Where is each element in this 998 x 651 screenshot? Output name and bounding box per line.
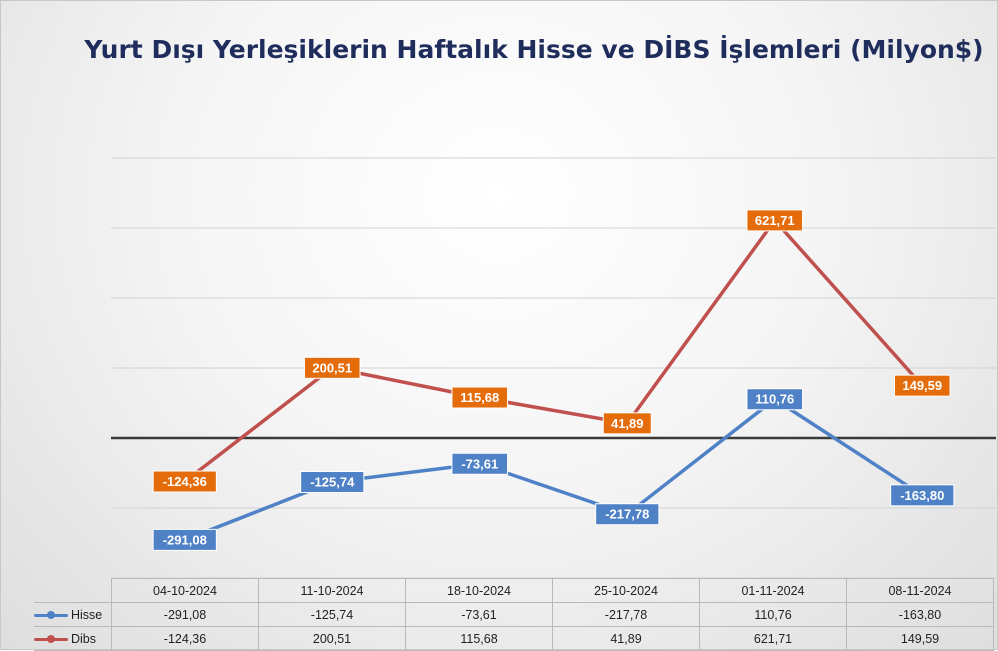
legend-entry-dibs: Dibs [34, 626, 112, 651]
data-label-box [595, 503, 660, 526]
chart-title: Yurt Dışı Yerleşiklerin Haftalık Hisse v… [84, 35, 984, 64]
table-cell: 621,71 [699, 626, 847, 651]
data-label-hisse: -73,61 [451, 452, 509, 475]
data-label-text: -125,74 [310, 475, 355, 490]
data-label-dibs: 149,59 [893, 374, 951, 397]
data-label-text: 149,59 [902, 378, 942, 393]
data-label-hisse: -125,74 [300, 471, 365, 494]
table-cell: -73,61 [405, 602, 553, 627]
legend-entry-hisse: Hisse [34, 602, 112, 627]
legend-key-hisse [34, 610, 68, 620]
category-label: 25-10-2024 [552, 578, 700, 603]
legend-label: Hisse [71, 607, 103, 622]
data-label-text: 41,89 [611, 416, 644, 431]
category-label: 04-10-2024 [111, 578, 259, 603]
data-label-box [303, 356, 361, 379]
data-label-hisse: 110,76 [746, 388, 804, 411]
data-label-text: -217,78 [605, 507, 649, 522]
data-label-box [602, 412, 652, 435]
data-label-text: 115,68 [460, 390, 499, 405]
data-label-text: 110,76 [755, 392, 794, 407]
data-table: 04-10-2024 11-10-2024 18-10-2024 25-10-2… [34, 578, 994, 651]
data-label-dibs: 200,51 [303, 356, 361, 379]
data-table-header-row: 04-10-2024 11-10-2024 18-10-2024 25-10-2… [34, 578, 994, 603]
series-line-hisse [184, 397, 924, 542]
category-label: 18-10-2024 [405, 578, 553, 603]
table-cell: -217,78 [552, 602, 700, 627]
data-label-box [746, 209, 804, 232]
data-label-box [451, 386, 509, 409]
legend-label: Dibs [71, 631, 97, 646]
data-label-box [893, 374, 951, 397]
data-label-dibs: 621,71 [746, 209, 804, 232]
table-cell: 41,89 [552, 626, 700, 651]
data-table-row-hisse: Hisse -291,08 -125,74 -73,61 -217,78 110… [34, 602, 994, 627]
category-label: 01-11-2024 [699, 578, 847, 603]
data-label-text: 200,51 [312, 360, 352, 375]
table-cell: -124,36 [111, 626, 259, 651]
data-label-box [451, 452, 509, 475]
series-layer [176, 212, 931, 548]
data-label-dibs: -124,36 [152, 470, 217, 493]
data-label-text: -163,80 [900, 488, 944, 503]
data-table-row-dibs: Dibs -124,36 200,51 115,68 41,89 621,71 … [34, 626, 994, 651]
legend-key-dibs [34, 634, 68, 644]
data-labels: -291,08 -125,74 -73,61 -217,78 110,76 -163,80… [152, 209, 955, 551]
data-label-dibs: 115,68 [451, 386, 509, 409]
data-label-text: -124,36 [163, 474, 207, 489]
data-table-corner [34, 578, 112, 603]
data-label-dibs: 41,89 [602, 412, 652, 435]
data-label-box [890, 484, 955, 507]
table-cell: 200,51 [258, 626, 406, 651]
data-label-text: -73,61 [461, 456, 498, 471]
category-label: 08-11-2024 [846, 578, 994, 603]
data-label-text: 621,71 [755, 213, 795, 228]
data-label-text: -291,08 [163, 532, 207, 547]
data-label-box [300, 471, 365, 494]
table-cell: 149,59 [846, 626, 994, 651]
data-label-hisse: -217,78 [595, 503, 660, 526]
table-cell: -125,74 [258, 602, 406, 627]
data-label-box [746, 388, 804, 411]
data-label-hisse: -291,08 [152, 528, 217, 551]
table-cell: -163,80 [846, 602, 994, 627]
table-cell: 110,76 [699, 602, 847, 627]
data-label-hisse: -163,80 [890, 484, 955, 507]
data-label-box [152, 470, 217, 493]
table-cell: 115,68 [405, 626, 553, 651]
series-line-dibs [183, 218, 924, 483]
table-cell: -291,08 [111, 602, 259, 627]
category-label: 11-10-2024 [258, 578, 406, 603]
data-label-box [152, 528, 217, 551]
